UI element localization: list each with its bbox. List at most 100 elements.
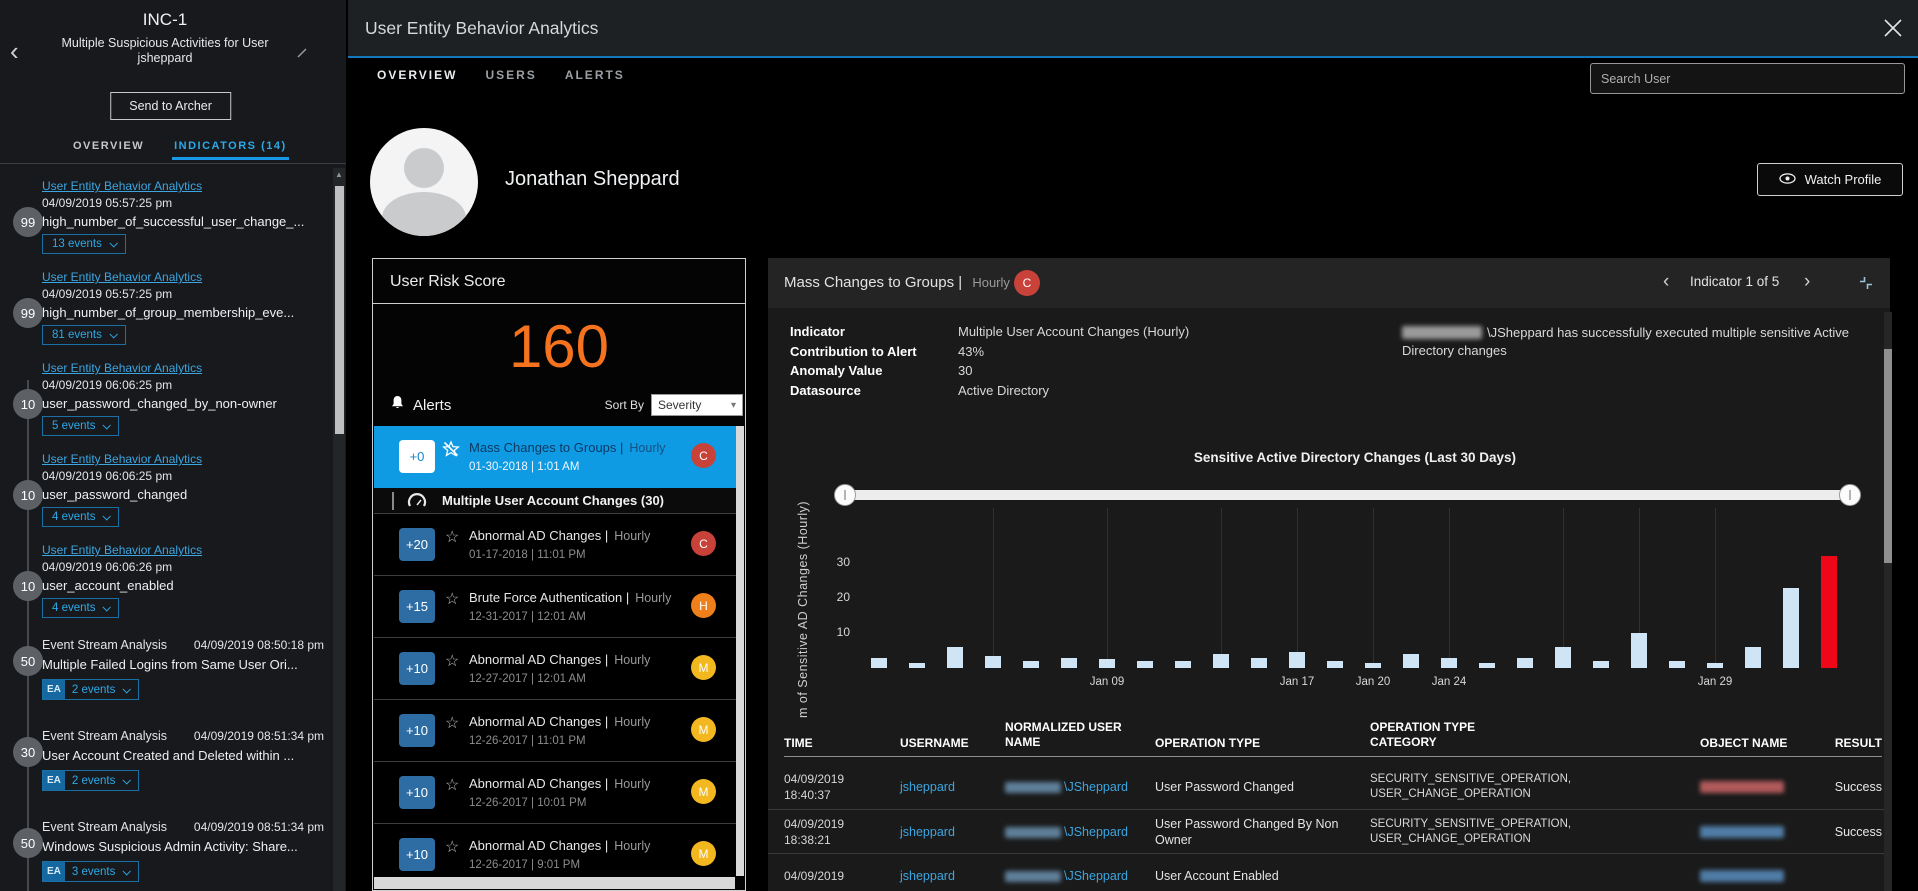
- score-delta-badge: +10: [399, 652, 435, 685]
- chart-x-tick: Jan 29: [1680, 676, 1750, 688]
- chart-bar[interactable]: [1631, 633, 1647, 668]
- chart-bar[interactable]: [985, 656, 1001, 668]
- indicator-list-item[interactable]: 99 User Entity Behavior Analytics 04/09/…: [0, 177, 333, 268]
- sort-by-select[interactable]: Severity ▾: [651, 394, 743, 416]
- chart-bar[interactable]: [1403, 654, 1419, 668]
- alert-row[interactable]: +10 ☆ Abnormal AD Changes |Hourly 12-27-…: [374, 638, 744, 700]
- alert-row[interactable]: +10 ☆ Abnormal AD Changes |Hourly 12-26-…: [374, 824, 744, 877]
- indicator-description: \JSheppard has successfully executed mul…: [1402, 324, 1874, 359]
- chart-bar[interactable]: [1213, 654, 1229, 668]
- indicator-source-link[interactable]: User Entity Behavior Analytics: [42, 270, 202, 284]
- search-user-input[interactable]: [1590, 63, 1905, 94]
- indicator-list-item[interactable]: 99 User Entity Behavior Analytics 04/09/…: [0, 268, 333, 359]
- events-dropdown-button[interactable]: 81 events: [42, 325, 126, 345]
- chart-bar[interactable]: [1669, 661, 1685, 668]
- chart-bar[interactable]: [1593, 661, 1609, 668]
- indicator-source-link[interactable]: User Entity Behavior Analytics: [42, 452, 202, 466]
- chart-bar[interactable]: [1745, 647, 1761, 668]
- tab-overview[interactable]: OVERVIEW: [377, 68, 457, 82]
- tab-alerts[interactable]: ALERTS: [565, 68, 625, 82]
- star-icon[interactable]: ☆: [445, 589, 459, 609]
- star-icon[interactable]: ☆: [445, 527, 459, 547]
- tab-indicators[interactable]: INDICATORS (14): [174, 140, 287, 152]
- events-dropdown-button[interactable]: EA 2 events: [42, 770, 139, 791]
- table-row[interactable]: 04/09/201918:38:21 jsheppard \JSheppard …: [768, 809, 1890, 853]
- chart-bar[interactable]: [1441, 658, 1457, 669]
- star-icon[interactable]: ☆: [445, 651, 459, 671]
- chart-bar[interactable]: [1137, 661, 1153, 668]
- events-dropdown-button[interactable]: EA 2 events: [42, 679, 139, 700]
- alert-row[interactable]: +10 ☆ Abnormal AD Changes |Hourly 12-26-…: [374, 762, 744, 824]
- cell-operation-type: User Account Enabled: [1155, 854, 1355, 891]
- alert-row[interactable]: +20 ☆ Abnormal AD Changes |Hourly 01-17-…: [374, 514, 744, 576]
- edit-pencil-icon[interactable]: [296, 46, 308, 64]
- cell-username-link[interactable]: jsheppard: [900, 765, 955, 809]
- chart-bar[interactable]: [871, 658, 887, 669]
- chart-bar[interactable]: [1479, 663, 1495, 668]
- chart-bar[interactable]: [1023, 661, 1039, 668]
- tab-users[interactable]: USERS: [485, 68, 536, 82]
- severity-badge: M: [691, 841, 716, 866]
- slider-handle-right[interactable]: [1839, 484, 1861, 506]
- indicator-list-item[interactable]: 50 Event Stream Analysis 04/09/2019 08:5…: [0, 632, 333, 723]
- events-dropdown-button[interactable]: 13 events: [42, 234, 126, 254]
- slider-handle-left[interactable]: [834, 484, 856, 506]
- alert-row[interactable]: +15 ☆ Brute Force Authentication |Hourly…: [374, 576, 744, 638]
- star-icon[interactable]: ☆: [445, 713, 459, 733]
- alert-list-horizontal-scrollbar[interactable]: [374, 877, 735, 889]
- events-dropdown-button[interactable]: EA 3 events: [42, 861, 139, 882]
- alert-row[interactable]: +10 ☆ Abnormal AD Changes |Hourly 12-26-…: [374, 700, 744, 762]
- events-dropdown-button[interactable]: 4 events: [42, 598, 119, 618]
- star-icon[interactable]: ☆: [445, 837, 459, 857]
- events-dropdown-button[interactable]: 5 events: [42, 416, 119, 436]
- chart-bar[interactable]: [1099, 659, 1115, 668]
- indicator-list-item[interactable]: 10 User Entity Behavior Analytics 04/09/…: [0, 450, 333, 541]
- alert-row[interactable]: +0 ☆ Mass Changes to Groups |Hourly 01-3…: [374, 426, 744, 488]
- table-row[interactable]: 04/09/201918:40:37 jsheppard \JSheppard …: [768, 765, 1890, 809]
- scroll-up-icon[interactable]: ▲: [333, 170, 345, 179]
- chart-bar[interactable]: [1821, 556, 1837, 668]
- chart-bar[interactable]: [1289, 652, 1305, 668]
- back-icon[interactable]: ‹: [10, 38, 19, 64]
- chart-bar[interactable]: [1555, 647, 1571, 668]
- chart-bar[interactable]: [909, 663, 925, 668]
- watch-profile-button[interactable]: Watch Profile: [1757, 163, 1903, 196]
- muted-alert-icon[interactable]: [442, 440, 460, 463]
- time-range-slider[interactable]: [845, 490, 1850, 500]
- indicator-list-item[interactable]: 10 User Entity Behavior Analytics 04/09/…: [0, 359, 333, 450]
- alerts-label: Alerts: [413, 397, 451, 414]
- chart-bar[interactable]: [1783, 588, 1799, 669]
- panel-scrollbar[interactable]: [1884, 312, 1892, 891]
- table-row[interactable]: 04/09/2019 jsheppard \JSheppard User Acc…: [768, 853, 1890, 891]
- indicator-source-link[interactable]: User Entity Behavior Analytics: [42, 543, 202, 557]
- next-indicator-icon[interactable]: ›: [1804, 271, 1810, 293]
- scrollbar-thumb[interactable]: [335, 186, 344, 434]
- star-icon[interactable]: ☆: [445, 775, 459, 795]
- chart-bar[interactable]: [1327, 661, 1343, 668]
- indicator-source-link[interactable]: User Entity Behavior Analytics: [42, 361, 202, 375]
- indicator-list-item[interactable]: 50 Event Stream Analysis 04/09/2019 08:5…: [0, 814, 333, 891]
- tab-overview-incident[interactable]: OVERVIEW: [73, 140, 144, 152]
- cell-username-link[interactable]: jsheppard: [900, 854, 955, 891]
- close-icon[interactable]: [1882, 17, 1904, 39]
- indicator-source-link[interactable]: User Entity Behavior Analytics: [42, 179, 202, 193]
- chart-bar[interactable]: [1061, 658, 1077, 669]
- events-dropdown-button[interactable]: 4 events: [42, 507, 119, 527]
- collapse-icon[interactable]: [1858, 275, 1874, 296]
- cell-username-link[interactable]: jsheppard: [900, 810, 955, 854]
- chart-bar[interactable]: [1365, 663, 1381, 668]
- chart-bar[interactable]: [1175, 661, 1191, 668]
- previous-indicator-icon[interactable]: ‹: [1663, 271, 1669, 293]
- indicator-list-item[interactable]: 30 Event Stream Analysis 04/09/2019 08:5…: [0, 723, 333, 814]
- chart-bar[interactable]: [1251, 658, 1267, 669]
- chart-bar[interactable]: [1707, 663, 1723, 668]
- indicator-name: Multiple Failed Logins from Same User Or…: [42, 657, 326, 672]
- chart-bar[interactable]: [947, 647, 963, 668]
- chart-bar[interactable]: [1517, 658, 1533, 669]
- send-to-archer-button[interactable]: Send to Archer: [110, 92, 231, 120]
- alert-list-scrollbar[interactable]: [736, 426, 744, 876]
- sidebar-scrollbar[interactable]: ▲: [333, 168, 345, 891]
- indicator-list-item[interactable]: 10 User Entity Behavior Analytics 04/09/…: [0, 541, 333, 632]
- score-delta-badge: +0: [399, 440, 435, 473]
- panel-scrollbar-thumb[interactable]: [1884, 349, 1892, 563]
